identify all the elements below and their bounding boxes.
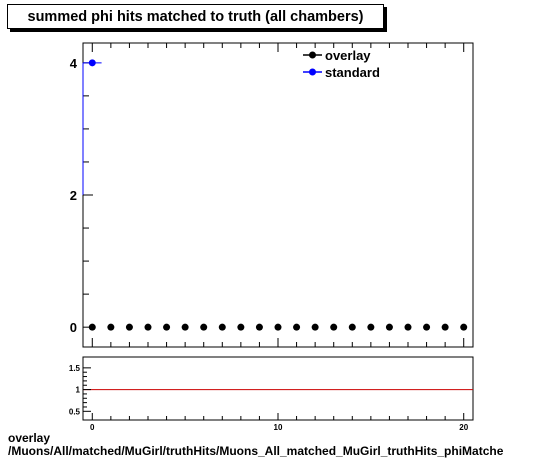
- chart-title-box: summed phi hits matched to truth (all ch…: [7, 4, 384, 29]
- overlay-point: [144, 323, 152, 331]
- overlay-point: [125, 323, 133, 331]
- footer-line-1: overlay: [8, 431, 51, 445]
- overlay-point: [423, 323, 431, 331]
- overlay-point: [348, 323, 356, 331]
- overlay-point: [218, 323, 226, 331]
- ratio-y-tick-label: 0.5: [69, 407, 81, 416]
- overlay-point: [330, 323, 338, 331]
- overlay-point: [181, 323, 189, 331]
- chart-title: summed phi hits matched to truth (all ch…: [27, 8, 364, 25]
- ratio-x-tick-label: 10: [274, 423, 283, 432]
- ratio-x-tick-label: 20: [459, 423, 468, 432]
- legend-marker-overlay: [309, 51, 316, 59]
- ratio-y-tick-label: 1: [76, 386, 81, 395]
- legend-label-overlay: overlay: [325, 48, 371, 63]
- overlay-point: [163, 323, 171, 331]
- overlay-point: [274, 323, 282, 331]
- overlay-point: [255, 323, 263, 331]
- overlay-point: [107, 323, 115, 331]
- footer-line-2: /Muons/All/matched/MuGirl/truthHits/Muon…: [8, 444, 504, 458]
- legend-label-standard: standard: [325, 65, 380, 80]
- overlay-point: [88, 323, 96, 331]
- y-tick-label: 0: [70, 320, 77, 335]
- overlay-point: [293, 323, 301, 331]
- overlay-point: [200, 323, 208, 331]
- overlay-point: [367, 323, 375, 331]
- standard-point: [88, 59, 96, 67]
- ratio-x-tick-label: 0: [90, 423, 95, 432]
- overlay-point: [460, 323, 468, 331]
- overlay-point: [311, 323, 319, 331]
- ratio-y-tick-label: 1.5: [69, 364, 81, 373]
- overlay-point: [385, 323, 393, 331]
- ratio-plot-frame: [82, 356, 474, 421]
- y-tick-label: 4: [70, 56, 78, 71]
- footer-caption: overlay /Muons/All/matched/MuGirl/truthH…: [8, 432, 503, 458]
- y-tick-label: 2: [70, 188, 77, 203]
- overlay-point: [404, 323, 412, 331]
- overlay-point: [237, 323, 245, 331]
- legend-marker-standard: [309, 68, 316, 76]
- overlay-point: [441, 323, 449, 331]
- main-plot-frame: [82, 42, 474, 348]
